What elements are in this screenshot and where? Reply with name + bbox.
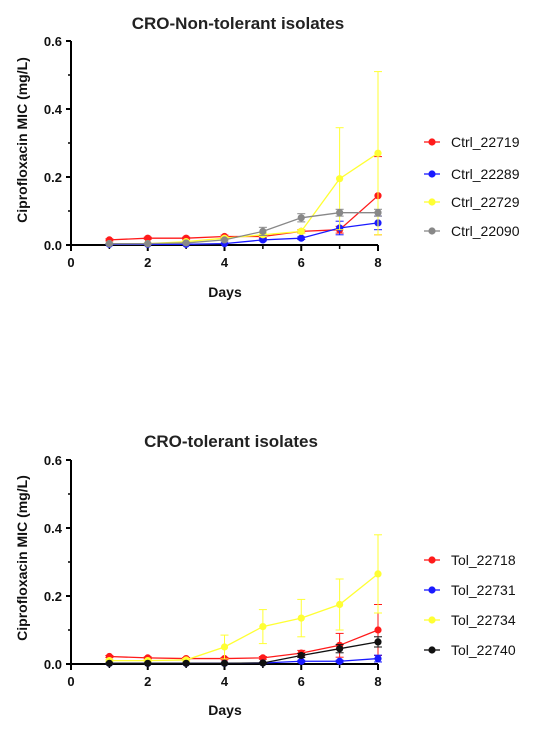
- legend-label: Tol_22734: [451, 612, 516, 628]
- data-point: [297, 234, 305, 242]
- data-point: [220, 236, 229, 244]
- axes: 0.0 0.2 0.4 0.6 0 2 4 6 8: [44, 34, 382, 270]
- legend-marker: [428, 586, 436, 594]
- legend-item: Ctrl_22729: [424, 194, 520, 210]
- x-tick-label: 4: [221, 674, 229, 689]
- legend-marker: [428, 198, 436, 206]
- data-point: [336, 657, 344, 665]
- chart-title: CRO-tolerant isolates: [144, 432, 318, 451]
- x-tick-label: 4: [221, 255, 229, 270]
- legend-marker: [428, 170, 436, 178]
- legend-label: Ctrl_22090: [451, 223, 520, 239]
- series-ctrl-22090: [105, 208, 382, 248]
- data-point: [374, 626, 382, 634]
- legend-item: Ctrl_22719: [424, 134, 520, 150]
- series-tol-22718: [105, 604, 382, 663]
- data-point: [297, 614, 305, 622]
- plot-area: [105, 71, 382, 248]
- legend-marker: [428, 138, 436, 146]
- legend-item: Ctrl_22090: [424, 223, 520, 239]
- legend-label: Ctrl_22729: [451, 194, 520, 210]
- legend-item: Ctrl_22289: [424, 166, 520, 182]
- data-point: [182, 659, 190, 667]
- y-tick-label: 0.4: [44, 521, 63, 536]
- legend-item: Tol_22731: [424, 582, 516, 598]
- series-line: [109, 212, 378, 245]
- y-axis-label: Ciprofloxacin MIC (mg/L): [14, 475, 30, 641]
- data-point: [336, 209, 344, 217]
- legend-marker: [428, 227, 436, 235]
- legend: Tol_22718 Tol_22731 Tol_22734 Tol_22740: [424, 552, 516, 658]
- y-tick-label: 0.2: [44, 589, 62, 604]
- data-point: [297, 651, 305, 660]
- legend-item: Tol_22740: [424, 642, 516, 658]
- legend-marker: [428, 556, 436, 564]
- y-tick-label: 0.0: [44, 657, 62, 672]
- plot-area: [105, 534, 382, 667]
- data-point: [374, 149, 382, 157]
- data-point: [105, 240, 113, 248]
- legend-label: Tol_22731: [451, 582, 516, 598]
- x-tick-label: 8: [374, 674, 381, 689]
- x-tick-label: 6: [298, 674, 305, 689]
- axes: 0.0 0.2 0.4 0.6 0 2 4 6 8: [44, 453, 382, 689]
- legend-label: Ctrl_22289: [451, 166, 520, 182]
- series-line: [109, 573, 379, 662]
- chart-panel-tolerant: CRO-tolerant isolates Ciprofloxacin MIC …: [14, 432, 516, 718]
- x-tick-label: 8: [374, 255, 381, 270]
- data-point: [374, 654, 382, 663]
- x-tick-label: 2: [144, 674, 151, 689]
- y-tick-label: 0.6: [44, 453, 62, 468]
- data-point: [336, 175, 344, 183]
- data-point: [220, 659, 229, 667]
- legend-label: Tol_22718: [451, 552, 516, 568]
- x-tick-label: 0: [67, 674, 74, 689]
- chart-panel-non-tolerant: CRO-Non-tolerant isolates Ciprofloxacin …: [14, 14, 520, 300]
- data-point: [144, 240, 152, 248]
- data-point: [144, 659, 152, 667]
- data-point: [374, 638, 382, 646]
- legend: Ctrl_22719 Ctrl_22289 Ctrl_22729 Ctrl_22090: [424, 134, 520, 239]
- legend-item: Tol_22734: [424, 612, 516, 628]
- series-line: [109, 641, 379, 664]
- x-tick-label: 0: [67, 255, 74, 270]
- data-point: [144, 234, 152, 242]
- legend-label: Ctrl_22719: [451, 134, 520, 150]
- data-point: [259, 227, 267, 235]
- data-point: [374, 209, 382, 217]
- data-point: [220, 643, 229, 651]
- legend-item: Tol_22718: [424, 552, 516, 568]
- legend-marker: [428, 646, 436, 654]
- series-line: [109, 222, 379, 245]
- data-point: [259, 623, 267, 631]
- data-point: [336, 600, 344, 609]
- data-point: [259, 654, 267, 662]
- y-tick-label: 0.6: [44, 34, 62, 49]
- x-axis-label: Days: [208, 702, 242, 718]
- data-point: [297, 214, 305, 222]
- data-point: [259, 659, 267, 667]
- series-line: [109, 629, 379, 660]
- data-point: [297, 657, 305, 665]
- y-tick-label: 0.2: [44, 170, 62, 185]
- legend-marker: [428, 616, 436, 624]
- data-point: [336, 645, 344, 653]
- data-point: [297, 227, 305, 235]
- x-tick-label: 2: [144, 255, 151, 270]
- chart-title: CRO-Non-tolerant isolates: [132, 14, 345, 33]
- series-tol-22740: [105, 636, 382, 667]
- data-point: [105, 659, 113, 667]
- data-point: [374, 570, 382, 578]
- y-tick-label: 0.4: [44, 102, 63, 117]
- y-axis-label: Ciprofloxacin MIC (mg/L): [14, 57, 30, 223]
- data-point: [259, 236, 267, 244]
- x-axis-label: Days: [208, 284, 242, 300]
- data-point: [182, 239, 190, 247]
- legend-label: Tol_22740: [451, 642, 516, 658]
- x-tick-label: 6: [298, 255, 305, 270]
- y-tick-label: 0.0: [44, 238, 62, 253]
